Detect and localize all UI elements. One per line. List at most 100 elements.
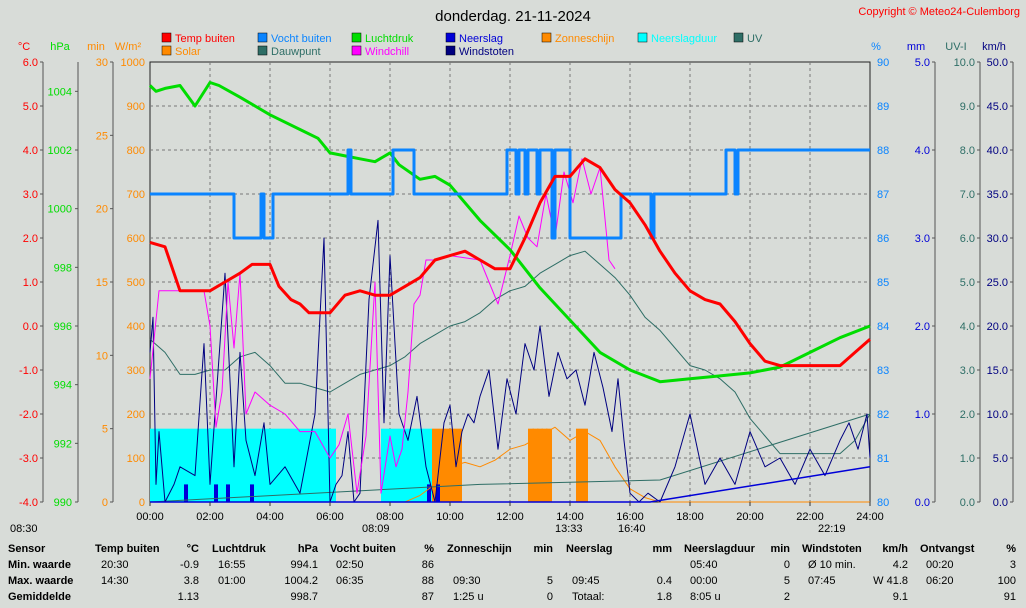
axis-tick-pres: 1002 [48, 145, 72, 157]
sun-time-label: 13:33 [555, 523, 583, 535]
bar-neerslag [184, 484, 188, 502]
x-tick-label: 06:00 [316, 511, 344, 523]
copyright-text: Copyright © Meteo24-Culemborg [858, 6, 1020, 18]
axis-tick-solar: 300 [127, 365, 145, 377]
axis-tick-pct: 88 [877, 145, 889, 157]
summary-cell-time: 01:00 [218, 575, 246, 587]
legend-label: Luchtdruk [365, 33, 414, 45]
axis-tick-temp: 3.0 [23, 189, 38, 201]
row-label: Sensor [8, 543, 46, 555]
series-line-dauwpunt [149, 250, 871, 455]
chart-axes: 6.0 5.0 4.0 3.0 2.0 1.0 0.0 -1.0 -2.0 -3.0 -4.0 °C 1… [18, 41, 1014, 509]
axis-tick-temp: -2.0 [19, 409, 38, 421]
x-tick-label: 22:00 [796, 511, 824, 523]
legend-label: Zonneschijn [555, 33, 614, 45]
axis-tick-min: 0 [102, 497, 108, 509]
axis-tick-temp: 4.0 [23, 145, 38, 157]
summary-cell-time: 20:30 [101, 559, 129, 571]
summary-column-title: Luchtdruk [212, 543, 266, 555]
axis-tick-uv: 1.0 [960, 453, 975, 465]
axis-tick-temp: -1.0 [19, 365, 38, 377]
summary-column-title: Vocht buiten [330, 543, 396, 555]
bar-neerslag [226, 484, 230, 502]
summary-column-unit: hPa [297, 543, 318, 555]
summary-cell-time: Ø 10 min. [808, 559, 856, 571]
sun-time-label: 22:19 [818, 523, 846, 535]
legend-swatch [351, 32, 362, 43]
summary-cell-value: 100 [997, 575, 1016, 587]
legend-swatch [637, 32, 648, 43]
bar-zonneschijn [450, 428, 456, 502]
axis-unit-kmh: km/h [982, 41, 1006, 53]
axis-tick-min: 10 [96, 350, 108, 362]
summary-cell-time: 00:00 [690, 575, 718, 587]
series-line-windstoten [149, 219, 871, 503]
legend-label: Dauwpunt [271, 46, 321, 58]
legend-swatch [445, 32, 456, 43]
axis-tick-pres: 992 [54, 438, 72, 450]
axis-tick-mm: 4.0 [915, 145, 930, 157]
legend-label: Vocht buiten [271, 33, 332, 45]
x-tick-label: 20:00 [736, 511, 764, 523]
bar-neerslag [436, 484, 440, 502]
axis-tick-uv: 5.0 [960, 277, 975, 289]
legend-swatch [257, 32, 268, 43]
axis-tick-kmh: 45.0 [987, 101, 1008, 113]
series-line-vocht-buiten [150, 148, 870, 240]
axis-unit-temp: °C [18, 41, 30, 53]
axis-tick-uv: 7.0 [960, 189, 975, 201]
summary-column-unit: % [1006, 543, 1016, 555]
axis-tick-pres: 1004 [48, 86, 72, 98]
axis-tick-temp: -4.0 [19, 497, 38, 509]
summary-cell-time: 8:05 u [690, 591, 721, 603]
chart-legend: Temp buiten Vocht buiten Luchtdruk Neerslag… [161, 32, 763, 58]
summary-cell-value: 0 [546, 591, 553, 603]
legend-label: Windstoten [459, 46, 514, 58]
summary-cell-time: 02:50 [336, 559, 364, 571]
axis-tick-pct: 86 [877, 233, 889, 245]
axis-tick-pct: 80 [877, 497, 889, 509]
bar-zonneschijn [541, 428, 548, 502]
legend-swatch [257, 45, 268, 56]
axis-tick-solar: 500 [127, 277, 145, 289]
axis-unit-min: min [87, 41, 105, 53]
bar-neerslag [214, 484, 218, 502]
summary-cell-value: 3.8 [183, 575, 199, 587]
summary-column-title: Temp buiten [95, 543, 160, 555]
summary-cell-time: 00:20 [926, 559, 954, 571]
axis-tick-uv: 6.0 [960, 233, 975, 245]
axis-tick-pres: 990 [54, 497, 72, 509]
axis-tick-temp: -3.0 [19, 453, 38, 465]
summary-cell-value: 2 [783, 591, 790, 603]
summary-cell-time: 09:45 [572, 575, 600, 587]
summary-column-title: Windstoten [802, 543, 862, 555]
bar-zonneschijn [582, 428, 588, 502]
axis-tick-pct: 85 [877, 277, 889, 289]
axis-tick-temp: 0.0 [23, 321, 38, 333]
legend-swatch [733, 32, 744, 43]
legend-label: Temp buiten [175, 33, 235, 45]
x-tick-label: 00:00 [136, 511, 164, 523]
axis-tick-pct: 84 [877, 321, 889, 333]
axis-unit-pct: % [871, 41, 881, 53]
axis-tick-min: 15 [96, 277, 108, 289]
summary-cell-time: 06:35 [336, 575, 364, 587]
summary-column-unit: % [424, 543, 434, 555]
legend-swatch [351, 45, 362, 56]
row-label: Max. waarde [8, 575, 74, 587]
bar-neerslag [250, 484, 254, 502]
chart-bars [150, 428, 588, 502]
axis-tick-solar: 400 [127, 321, 145, 333]
summary-cell-value: 998.7 [290, 591, 318, 603]
series-line-luchtdruk [148, 81, 871, 384]
summary-cell-time: 05:40 [690, 559, 718, 571]
legend-label: Neerslagduur [651, 33, 717, 45]
axis-tick-pres: 996 [54, 321, 72, 333]
summary-column-unit: km/h [882, 543, 908, 555]
legend-swatch [161, 45, 172, 56]
axis-tick-mm: 5.0 [915, 57, 930, 69]
axis-tick-solar: 0 [139, 497, 145, 509]
axis-tick-min: 30 [96, 57, 108, 69]
bar-zonneschijn [576, 428, 582, 502]
axis-tick-kmh: 30.0 [987, 233, 1008, 245]
